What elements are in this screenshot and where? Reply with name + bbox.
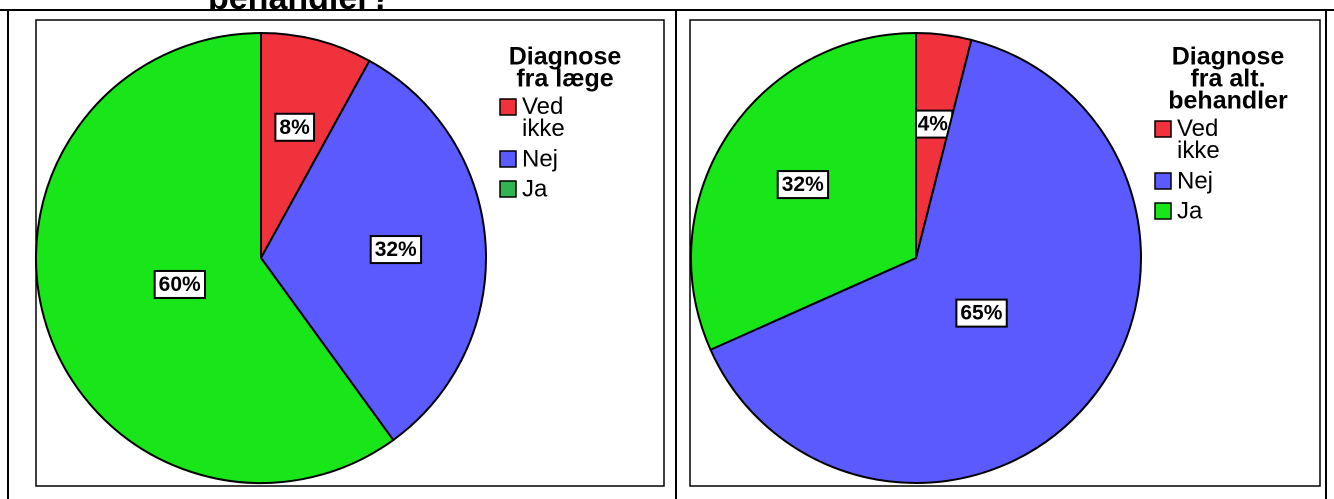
data-label: 60% xyxy=(153,269,207,299)
data-label-text: 4% xyxy=(918,113,949,136)
data-label-box xyxy=(776,170,830,200)
legend-title: Diagnose xyxy=(509,43,622,71)
legend-label: Ved ikke xyxy=(522,93,565,142)
legend-swatch xyxy=(499,150,517,168)
data-label-box xyxy=(153,269,207,299)
legend-swatch xyxy=(1154,120,1172,138)
chart-frame xyxy=(689,19,1321,487)
data-label: 32% xyxy=(776,170,830,200)
data-label-box xyxy=(369,235,423,265)
data-label-box xyxy=(955,298,1008,328)
legend-label: Ja xyxy=(522,175,548,202)
legend-title: fra læge xyxy=(516,65,613,93)
data-label-text: 60% xyxy=(159,273,201,296)
data-label-text: 32% xyxy=(782,173,824,196)
legend-title: behandler xyxy=(1168,87,1288,115)
legend-swatch xyxy=(499,180,517,198)
data-label: 4% xyxy=(912,109,954,139)
data-label-text: 8% xyxy=(279,116,310,139)
legend-label: Nej xyxy=(522,145,558,172)
legend-swatch xyxy=(499,98,517,116)
legend-title: Diagnose xyxy=(1172,43,1285,71)
data-label: 8% xyxy=(274,112,316,142)
data-label: 65% xyxy=(955,298,1008,328)
legend-title: fra alt. xyxy=(1190,65,1265,93)
data-label-text: 32% xyxy=(375,238,417,261)
pie-slice xyxy=(709,38,1142,484)
data-label: 32% xyxy=(369,235,423,265)
pie-slice xyxy=(35,31,395,484)
legend-swatch xyxy=(1154,202,1172,220)
legend-label: Ved ikke xyxy=(1177,115,1220,164)
legend-swatch xyxy=(1154,172,1172,190)
pie-slice xyxy=(260,31,371,259)
data-label-box xyxy=(274,112,316,142)
page-title: behandler? xyxy=(208,0,391,17)
data-label-text: 65% xyxy=(960,302,1002,325)
legend-label: Nej xyxy=(1177,167,1213,194)
legend-label: Ja xyxy=(1177,197,1203,224)
